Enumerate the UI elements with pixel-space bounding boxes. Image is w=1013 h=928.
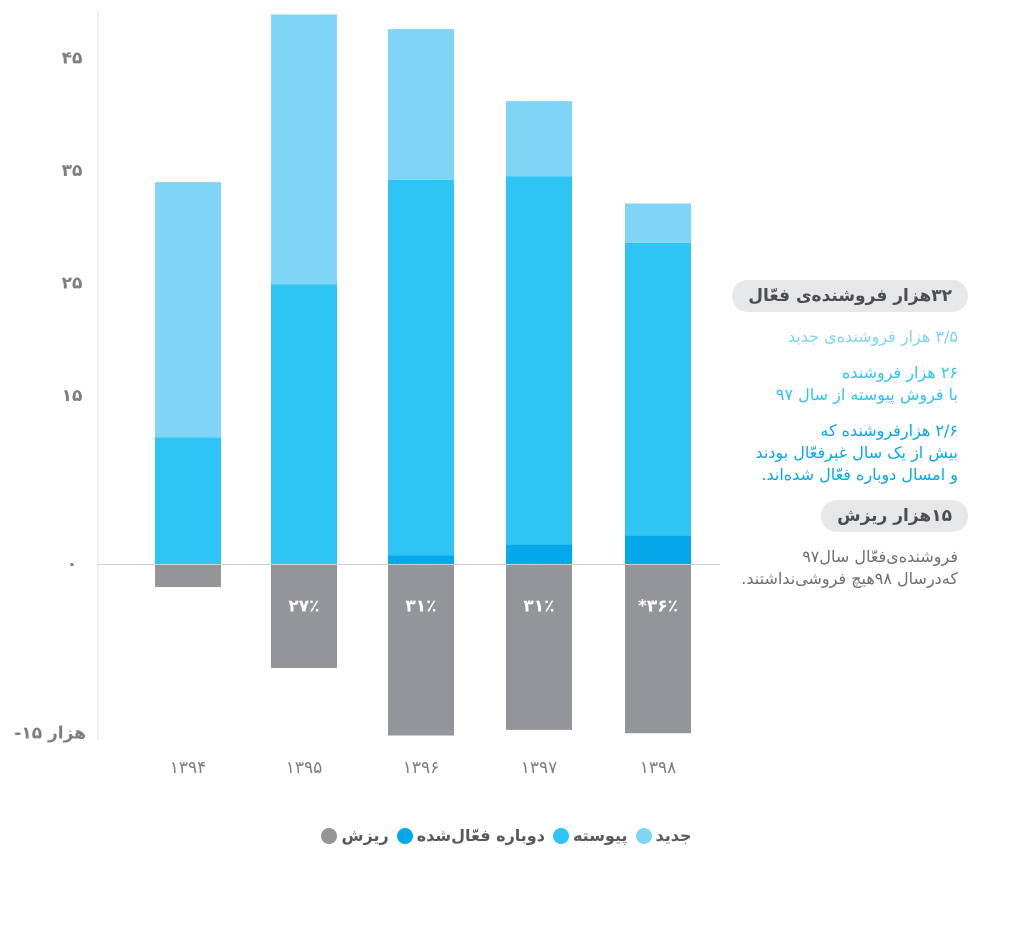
legend-swatch xyxy=(321,827,338,844)
y-tick-label: ۱۵ xyxy=(62,386,83,406)
x-tick-label: ۱۳۹۷ xyxy=(521,758,558,778)
annotation-line: ۲/۶ هزارفروشنده که xyxy=(820,421,958,440)
bar-segment xyxy=(271,284,337,565)
legend: جدید پیوسته دوباره فعّال‌شده ریزش xyxy=(0,826,1013,845)
annotation-line: فروشنده‌ی‌فعّال سال۹۷ xyxy=(802,547,958,566)
pill: ۱۵هزار ریزش xyxy=(821,500,968,532)
bar-segment xyxy=(388,555,454,565)
y-tick-label: ۲۵ xyxy=(62,273,83,293)
bar-segment xyxy=(388,179,454,556)
bar-segment xyxy=(506,564,572,730)
bar-segment xyxy=(155,564,221,588)
bar-segment xyxy=(625,564,691,734)
legend-swatch xyxy=(635,827,652,844)
legend-item: جدید xyxy=(635,826,692,845)
annotations: ۳۲هزار فروشنده‌ی فعّال ۳/۵ هزار فروشنده‌ی… xyxy=(668,280,968,604)
x-tick-label: ۱۳۹۴ xyxy=(170,758,207,778)
y-tick-label: ۳۵ xyxy=(62,161,83,181)
bar-segment xyxy=(506,544,572,565)
y-tick-label: -۱۵ هزار xyxy=(14,723,86,743)
bar-segment xyxy=(625,203,691,243)
x-tick-label: ۱۳۹۶ xyxy=(403,758,440,778)
annotation-line: که‌درسال ۹۸هیچ فروشی‌نداشتند. xyxy=(741,569,958,588)
bar-label: ۲۷٪ xyxy=(288,597,319,617)
legend-item: دوباره فعّال‌شده xyxy=(396,826,545,845)
annotation-line: ۲۶ هزار فروشنده xyxy=(841,363,958,382)
bar-label: *۳۶٪ xyxy=(638,597,678,617)
annotation-block: ۳/۵ هزار فروشنده‌ی جدید xyxy=(668,326,968,348)
annotation-block: فروشنده‌ی‌فعّال سال۹۷ که‌درسال ۹۸هیچ فروش… xyxy=(668,546,968,590)
y-tick-label: ۴۵ xyxy=(62,48,83,68)
annotation: فروشنده‌ی‌فعّال سال۹۷ که‌درسال ۹۸هیچ فروش… xyxy=(668,546,958,590)
annotation-block: ۲۶ هزار فروشنده با فروش پیوسته از سال ۹۷ xyxy=(668,362,968,406)
bar-label: ۳۱٪ xyxy=(405,597,436,617)
bar-segment xyxy=(155,437,221,565)
bar-label: ۳۱٪ xyxy=(523,597,554,617)
chart: ۴۵ ۳۵ ۲۵ ۱۵ ۰ -۱۵ هزار ۱۳۹۴ ۲۷٪ ۱۳۹۵ ۳۱٪ ۱۳۹۶ ۳۱٪ ۱۳… xyxy=(14,10,720,778)
legend-label: جدید xyxy=(655,826,692,845)
pill: ۳۲هزار فروشنده‌ی فعّال xyxy=(732,280,968,312)
bar-segment xyxy=(625,242,691,536)
legend-label: دوباره فعّال‌شده xyxy=(416,826,545,845)
y-tick-label: ۰ xyxy=(67,555,77,575)
bar-segment xyxy=(271,14,337,285)
legend-item: ریزش xyxy=(321,826,389,845)
bar-segment xyxy=(388,29,454,180)
legend-label: ریزش xyxy=(341,826,389,845)
annotation-line: ۱۵هزار ریزش xyxy=(837,506,952,526)
annotation-line: با فروش پیوسته از سال ۹۷ xyxy=(775,385,958,404)
annotation-line: ۳/۵ هزار فروشنده‌ی جدید xyxy=(787,327,958,346)
annotation-line: ۳۲هزار فروشنده‌ی فعّال xyxy=(748,286,952,306)
bar-segment xyxy=(506,176,572,545)
x-tick-label: ۱۳۹۵ xyxy=(286,758,323,778)
annotation: ۳/۵ هزار فروشنده‌ی جدید xyxy=(668,326,958,348)
annotation-block: ۱۵هزار ریزش xyxy=(668,500,968,546)
bar-segment xyxy=(155,182,221,438)
annotation-block: ۳۲هزار فروشنده‌ی فعّال xyxy=(668,280,968,326)
legend-swatch xyxy=(396,827,413,844)
annotation-block: ۲/۶ هزارفروشنده که بیش از یک سال غیرفعّال… xyxy=(668,420,968,486)
annotation: ۲۶ هزار فروشنده با فروش پیوسته از سال ۹۷ xyxy=(668,362,958,406)
annotation: ۲/۶ هزارفروشنده که بیش از یک سال غیرفعّال… xyxy=(668,420,958,486)
legend-swatch xyxy=(552,827,569,844)
bar-segment xyxy=(271,564,337,669)
bar-segment xyxy=(506,101,572,177)
legend-label: پیوسته xyxy=(572,826,628,845)
annotation-line: بیش از یک سال غیرفعّال بودند xyxy=(755,443,958,462)
bar-segment xyxy=(625,535,691,565)
x-tick-label: ۱۳۹۸ xyxy=(640,758,677,778)
legend-item: پیوسته xyxy=(552,826,628,845)
bar-segment xyxy=(388,564,454,736)
annotation-line: و امسال دوباره فعّال شده‌اند. xyxy=(761,465,958,484)
